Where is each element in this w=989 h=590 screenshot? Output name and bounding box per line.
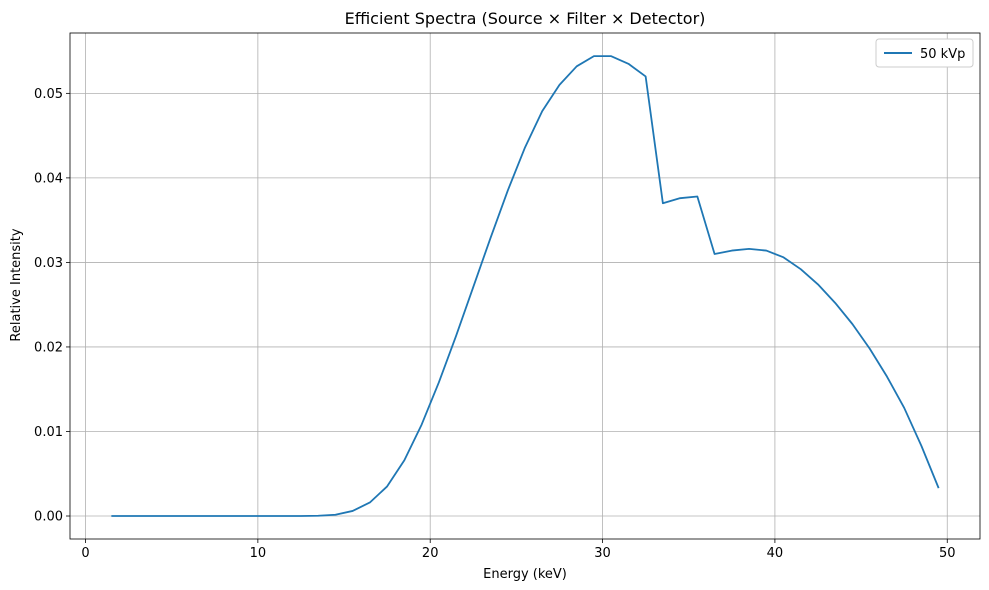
x-tick-label: 50 (939, 546, 956, 561)
plot-frame (69, 32, 981, 540)
y-tick-label: 0.02 (34, 340, 63, 355)
series-layer (111, 55, 940, 517)
x-tick-label: 40 (767, 546, 784, 561)
y-axis-label: Relative Intensity (9, 228, 24, 341)
legend-label: 50 kVp (920, 47, 965, 62)
x-axis-label: Energy (keV) (483, 567, 567, 582)
y-tick-label: 0.05 (34, 87, 63, 102)
x-tick-label: 10 (250, 546, 267, 561)
legend-box (875, 38, 974, 68)
y-tick-label: 0.00 (34, 510, 63, 525)
y-tick-label: 0.03 (34, 256, 63, 271)
y-tick-label: 0.01 (34, 425, 63, 440)
legend: 50 kVp (875, 38, 974, 68)
y-tick-label: 0.04 (34, 171, 63, 186)
series-line (111, 55, 940, 517)
x-tick-label: 0 (81, 546, 89, 561)
ticks: 0 10 20 30 40 50 0.00 0.01 0.02 0.03 0.04 0.05 (34, 87, 955, 561)
x-tick-label: 30 (594, 546, 611, 561)
chart-title: Efficient Spectra (Source × Filter × Det… (345, 9, 706, 28)
x-tick-label: 20 (422, 546, 439, 561)
